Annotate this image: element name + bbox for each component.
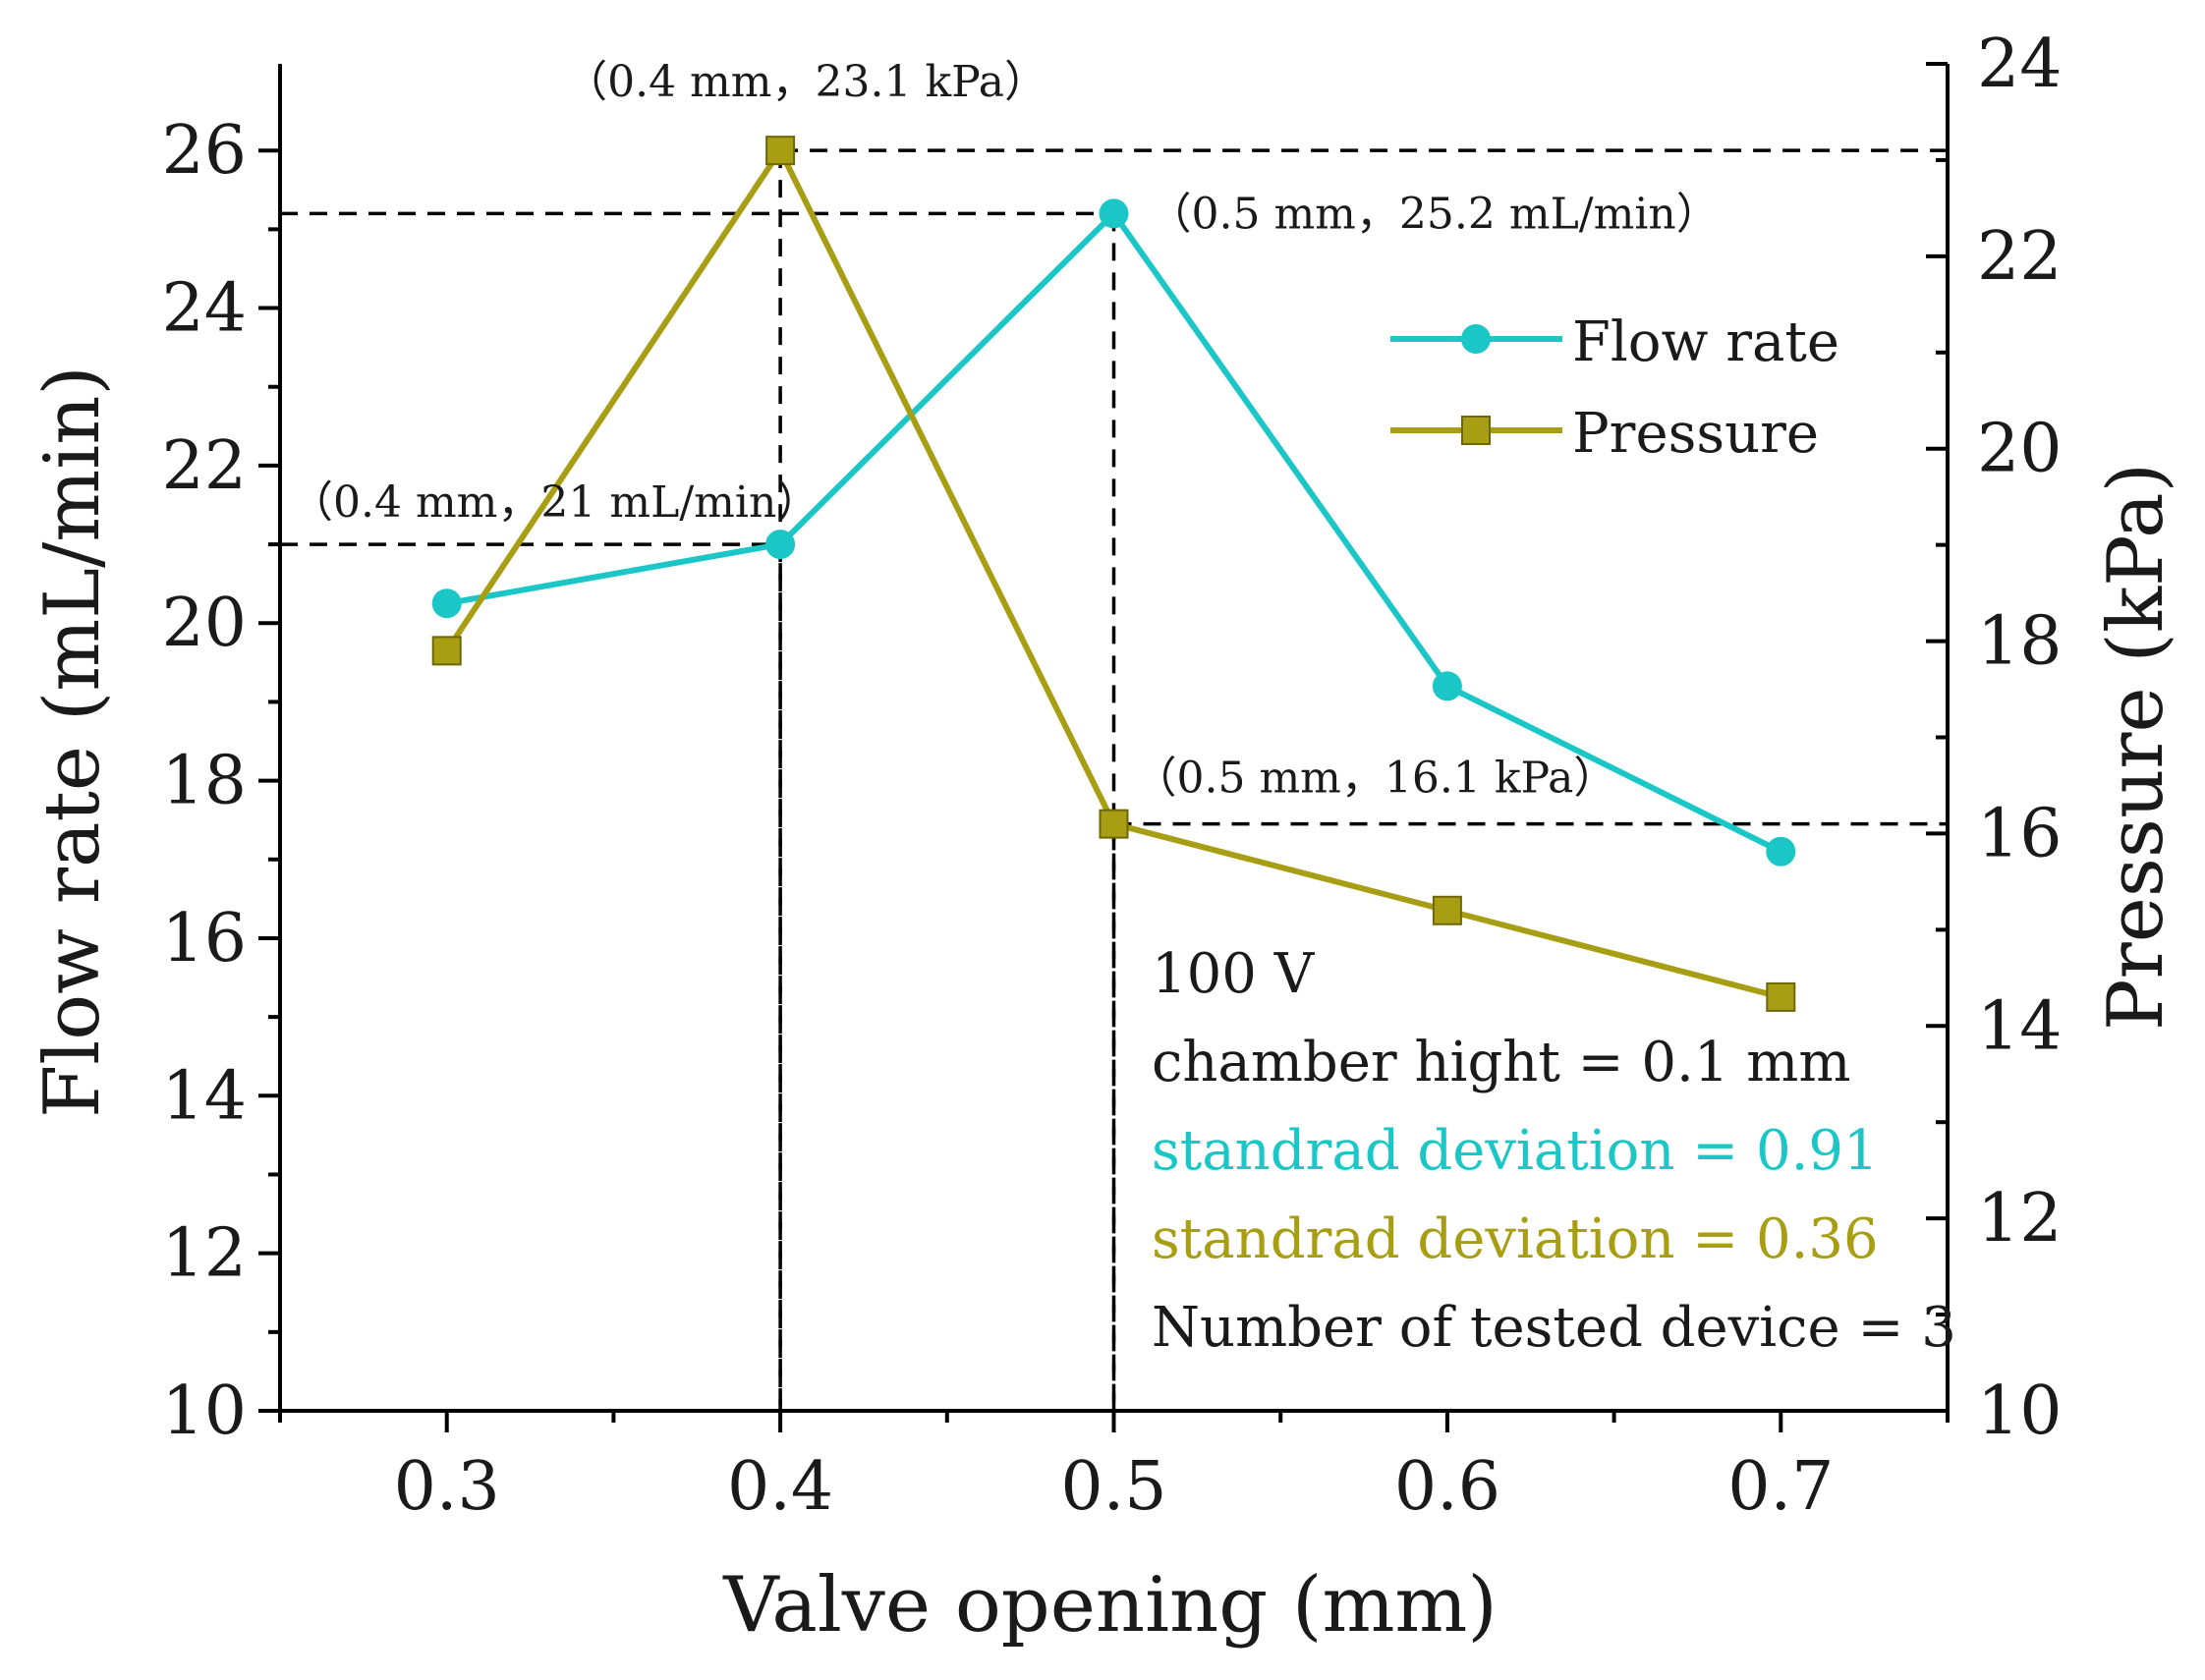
left-y-tick-label: 22	[161, 427, 247, 505]
point-annotation-label: （0.4 mm，23.1 kPa）	[564, 57, 1047, 107]
right-y-tick-label: 10	[1977, 1372, 2063, 1450]
point-annotations: （0.4 mm，23.1 kPa） （0.5 mm，25.2 mL/min） （0.…	[290, 57, 1720, 804]
legend-label: Flow rate	[1572, 310, 1839, 374]
x-tick-label: 0.4	[727, 1448, 833, 1526]
left-y-axis-title: Flow rate (mL/min)	[28, 365, 117, 1118]
axes: 0.3 0.4 0.5 0.6 0.7 10 12 14 16 18 20 22 24 26 10 12 14 1…	[161, 26, 2062, 1526]
right-y-tick-label: 16	[1977, 795, 2063, 872]
flow-rate-point	[1766, 836, 1796, 867]
info-line: chamber hight = 0.1 mm	[1152, 1031, 1850, 1094]
info-line: standrad deviation = 0.91	[1152, 1119, 1879, 1183]
left-y-tick-label: 12	[161, 1215, 247, 1293]
pressure-point	[1432, 895, 1462, 925]
flow-rate-point	[1432, 671, 1462, 701]
point-annotation-label: （0.5 mm，16.1 kPa）	[1134, 754, 1617, 804]
left-y-tick-label: 18	[161, 743, 247, 820]
left-y-tick-label: 16	[161, 900, 247, 978]
legend-marker-pressure	[1461, 416, 1491, 445]
info-line: Number of tested device = 3	[1152, 1296, 1956, 1360]
right-y-tick-label: 24	[1977, 26, 2063, 103]
legend-label: Pressure	[1572, 402, 1819, 466]
pressure-point	[431, 636, 462, 666]
right-y-tick-label: 12	[1977, 1180, 2063, 1258]
right-y-tick-label: 18	[1977, 603, 2063, 681]
left-y-tick-label: 10	[161, 1372, 247, 1450]
flow-rate-point	[765, 530, 796, 560]
left-y-tick-label: 14	[161, 1057, 247, 1135]
info-text-block: 100 V chamber hight = 0.1 mm standrad devi…	[1152, 942, 1956, 1360]
right-y-tick-label: 22	[1977, 218, 2063, 296]
flow-rate-point	[1099, 198, 1129, 229]
info-line: standrad deviation = 0.36	[1152, 1207, 1879, 1271]
x-tick-label: 0.6	[1394, 1448, 1500, 1526]
flow-rate-point	[431, 588, 462, 619]
left-y-tick-label: 26	[161, 112, 247, 190]
data-series	[431, 136, 1796, 1012]
x-tick-label: 0.7	[1727, 1448, 1834, 1526]
point-annotation-label: （0.4 mm，21 mL/min）	[290, 477, 820, 528]
x-tick-label: 0.5	[1060, 1448, 1166, 1526]
right-y-tick-label: 14	[1977, 987, 2063, 1065]
legend: Flow rate Pressure	[1390, 310, 1839, 466]
left-y-tick-label: 20	[161, 585, 247, 662]
x-axis-title: Valve opening (mm)	[722, 1561, 1498, 1650]
pressure-point	[1099, 809, 1129, 839]
point-annotation-label: （0.5 mm，25.2 mL/min）	[1149, 189, 1720, 239]
right-y-axis-title: Pressure (kPa)	[2092, 463, 2180, 1031]
pressure-point	[1766, 981, 1796, 1012]
left-y-tick-label: 24	[161, 270, 247, 348]
x-tick-label: 0.3	[394, 1448, 500, 1526]
info-line: 100 V	[1152, 942, 1316, 1006]
legend-marker-flow-rate	[1461, 324, 1491, 354]
right-y-tick-label: 20	[1977, 411, 2063, 488]
pressure-point	[765, 136, 796, 166]
